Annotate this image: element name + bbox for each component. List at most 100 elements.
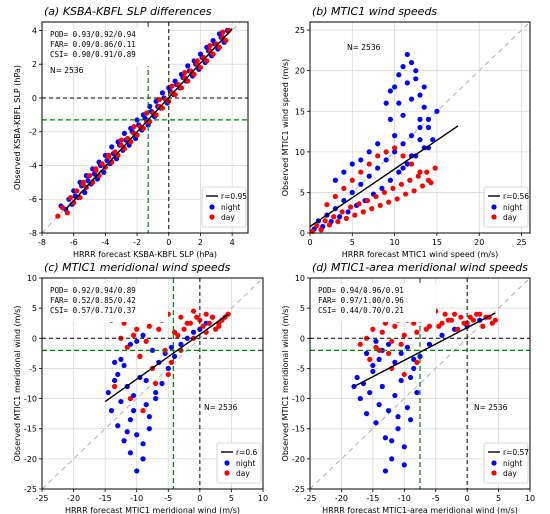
night-point — [404, 51, 410, 58]
x-tick-label: 25 — [516, 238, 526, 247]
night-point — [404, 405, 411, 411]
y-tick-label: -15 — [292, 425, 305, 434]
night-point — [401, 444, 407, 450]
legend-label-day: day — [503, 469, 517, 478]
day-point — [331, 214, 337, 220]
night-point — [115, 371, 121, 378]
night-point — [101, 169, 107, 175]
night-point — [140, 456, 146, 462]
night-point — [426, 341, 433, 347]
night-point — [370, 368, 376, 375]
x-tick-label: 0 — [307, 238, 312, 247]
night-point — [379, 383, 385, 390]
y-tick-label: 20 — [295, 67, 305, 76]
legend-r-label: r=0.95 — [221, 192, 247, 201]
night-point — [363, 411, 370, 417]
y-tick-label: -15 — [24, 425, 37, 434]
day-point — [210, 51, 216, 57]
x-tick-label: 10 — [525, 494, 535, 503]
day-point — [127, 395, 133, 402]
x-tick-label: -6 — [70, 238, 78, 247]
day-point — [455, 326, 461, 332]
day-point — [335, 219, 341, 225]
day-point — [204, 58, 210, 64]
day-point — [137, 353, 143, 359]
day-point — [332, 193, 338, 200]
night-point — [134, 468, 140, 474]
day-point — [415, 173, 421, 179]
night-point — [401, 462, 407, 468]
day-point — [216, 323, 222, 329]
panel-title: (d) MTIC1-area meridional wind speeds — [312, 261, 528, 274]
day-point — [425, 177, 432, 183]
night-point — [376, 402, 382, 408]
y-axis-label: Observed MTIC1 meridional wind (m/s) — [13, 306, 22, 462]
night-point — [396, 169, 402, 175]
panel-b: 0 5 10 15 20 25 0 5 10 15 20 25 (b) MTIC1 wind speed… — [281, 5, 531, 259]
day-point — [467, 314, 473, 320]
night-point — [417, 116, 423, 122]
night-point — [430, 137, 436, 143]
night-point — [383, 157, 389, 163]
night-point — [190, 329, 197, 335]
night-point — [375, 165, 381, 171]
stats-box — [46, 284, 168, 322]
x-tick-label: 15 — [432, 238, 442, 247]
y-tick-label: -25 — [292, 485, 305, 494]
day-point — [181, 326, 187, 332]
day-point — [423, 326, 429, 332]
day-point — [156, 326, 162, 332]
night-point — [358, 157, 364, 163]
night-point — [413, 76, 419, 82]
stat-line: POD= 0.94/0.96/0.91 — [318, 286, 404, 295]
day-point — [165, 371, 171, 378]
day-point — [392, 323, 398, 329]
day-point — [207, 43, 213, 49]
day-point — [134, 326, 140, 332]
day-point — [424, 169, 430, 175]
day-point — [377, 202, 383, 209]
day-point — [146, 323, 152, 329]
night-point — [395, 414, 401, 420]
night-point — [421, 84, 427, 90]
stat-line: CSI= 0.90/0.91/0.89 — [50, 50, 136, 59]
x-tick-label: -10 — [130, 494, 143, 503]
day-point — [379, 329, 385, 335]
day-point — [400, 153, 406, 159]
day-point — [411, 188, 417, 194]
day-point — [461, 320, 467, 326]
night-point — [159, 90, 166, 96]
day-point — [480, 323, 486, 329]
day-point — [67, 194, 74, 201]
y-tick-label: 10 — [295, 148, 305, 157]
day-point — [318, 227, 324, 233]
day-point — [414, 359, 420, 365]
y-tick-label: 0 — [300, 334, 305, 343]
night-point — [417, 353, 423, 359]
night-point — [140, 332, 146, 338]
day-point — [375, 153, 381, 159]
night-point — [337, 214, 343, 220]
night-point — [366, 149, 372, 155]
day-point — [356, 201, 362, 207]
night-point — [366, 173, 372, 179]
x-tick-label: 5 — [229, 494, 234, 503]
night-point — [413, 153, 419, 159]
night-point — [395, 426, 401, 432]
x-tick-label: 10 — [258, 494, 268, 503]
night-point — [358, 181, 364, 187]
night-point — [404, 161, 410, 167]
day-point — [118, 142, 124, 148]
legend-swatch-day — [209, 214, 215, 220]
day-point — [386, 199, 392, 205]
day-point — [64, 210, 70, 216]
night-point — [172, 353, 178, 359]
night-point — [112, 359, 118, 365]
stat-line: FAR= 0.52/0.85/0.42 — [50, 296, 136, 305]
day-point — [124, 344, 130, 350]
day-point — [367, 356, 373, 362]
stat-line: FAR= 0.97/1.00/0.96 — [318, 296, 404, 305]
day-point — [419, 183, 426, 189]
y-tick-label: 4 — [32, 26, 37, 35]
sample-count-label: N= 2536 — [474, 403, 508, 412]
